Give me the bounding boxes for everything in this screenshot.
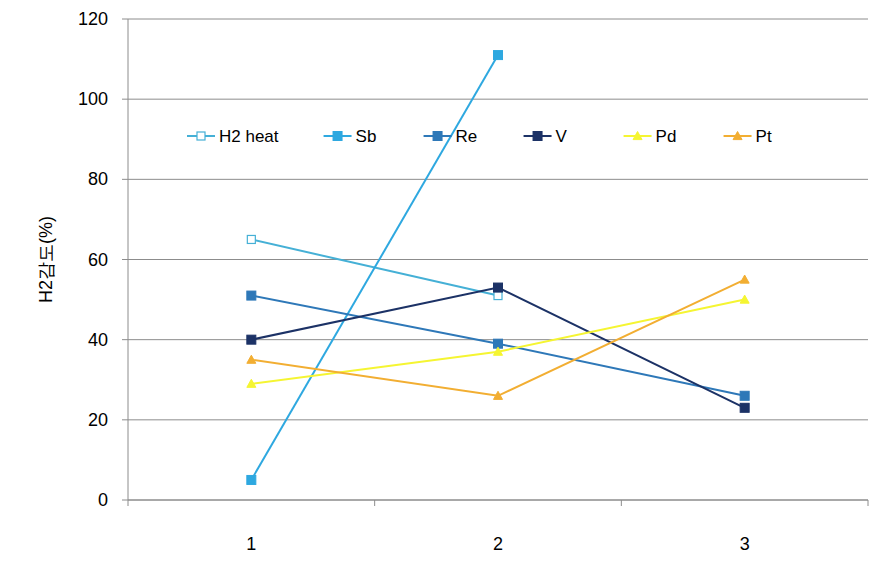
legend-marker	[533, 132, 542, 141]
legend-label: Pd	[656, 127, 677, 146]
y-tick	[122, 500, 128, 501]
y-tick-label: 40	[88, 330, 108, 350]
series-line	[251, 280, 744, 396]
legend-item: Pt	[724, 127, 772, 146]
legend-item: Pd	[624, 127, 677, 146]
x-tick-label: 2	[493, 534, 503, 554]
y-tick-label: 20	[88, 410, 108, 430]
data-point	[247, 235, 255, 243]
data-point	[247, 355, 256, 363]
legend-marker	[733, 132, 742, 140]
y-tick-label: 120	[78, 9, 108, 29]
x-tick	[868, 500, 869, 506]
x-tick-label: 1	[246, 534, 256, 554]
y-axis-label: H2감도(%)	[36, 216, 56, 303]
grid-line	[128, 259, 868, 260]
legend-marker	[633, 132, 642, 140]
data-point	[494, 283, 503, 292]
legend-label: Re	[456, 127, 478, 146]
y-tick	[122, 419, 128, 420]
y-axis	[128, 19, 129, 500]
data-point	[494, 347, 503, 355]
data-point	[740, 295, 749, 303]
y-tick	[122, 259, 128, 260]
legend-marker	[197, 132, 205, 140]
legend-label: V	[556, 127, 568, 146]
data-point	[494, 292, 502, 300]
legend-item: V	[524, 127, 568, 146]
data-point	[494, 51, 503, 60]
data-point	[247, 291, 256, 300]
x-tick	[374, 500, 375, 506]
data-point	[247, 379, 256, 387]
y-tick-label: 0	[98, 490, 108, 510]
legend-marker	[433, 132, 442, 141]
legend-label: Pt	[756, 127, 772, 146]
y-tick	[122, 179, 128, 180]
legend-item: Re	[424, 127, 478, 146]
legend-label: H2 heat	[219, 127, 279, 146]
grid-line	[128, 99, 868, 100]
grid-line	[128, 419, 868, 420]
y-tick	[122, 19, 128, 20]
data-point	[740, 275, 749, 283]
grid-line	[128, 19, 868, 20]
legend-item: H2 heat	[187, 127, 279, 146]
x-axis	[128, 500, 868, 501]
y-tick-label: 100	[78, 89, 108, 109]
x-tick	[128, 500, 129, 506]
grid-line	[128, 179, 868, 180]
series-line	[251, 55, 498, 480]
legend: H2 heat Sb Re V Pd Pt	[187, 127, 772, 146]
plot-area	[247, 51, 749, 485]
data-point	[740, 391, 749, 400]
series-line	[251, 296, 744, 396]
legend-label: Sb	[356, 127, 377, 146]
y-tick	[122, 99, 128, 100]
legend-item: Sb	[324, 127, 377, 146]
y-tick	[122, 339, 128, 340]
y-tick-label: 60	[88, 250, 108, 270]
data-point	[740, 403, 749, 412]
y-tick-label: 80	[88, 169, 108, 189]
data-point	[247, 335, 256, 344]
chart-svg: 0 20 40 60 80 100 120 1 2 3 H2감도(%) H2 heat Sb Re V Pd P…	[0, 0, 872, 569]
x-tick	[621, 500, 622, 506]
data-point	[494, 391, 503, 399]
grid-line	[128, 500, 868, 501]
x-tick-label: 3	[740, 534, 750, 554]
data-point	[247, 475, 256, 484]
series-line	[251, 288, 744, 408]
chart-container: 0 20 40 60 80 100 120 1 2 3 H2감도(%) H2 heat Sb Re V Pd P…	[0, 0, 872, 569]
legend-marker	[333, 132, 342, 141]
